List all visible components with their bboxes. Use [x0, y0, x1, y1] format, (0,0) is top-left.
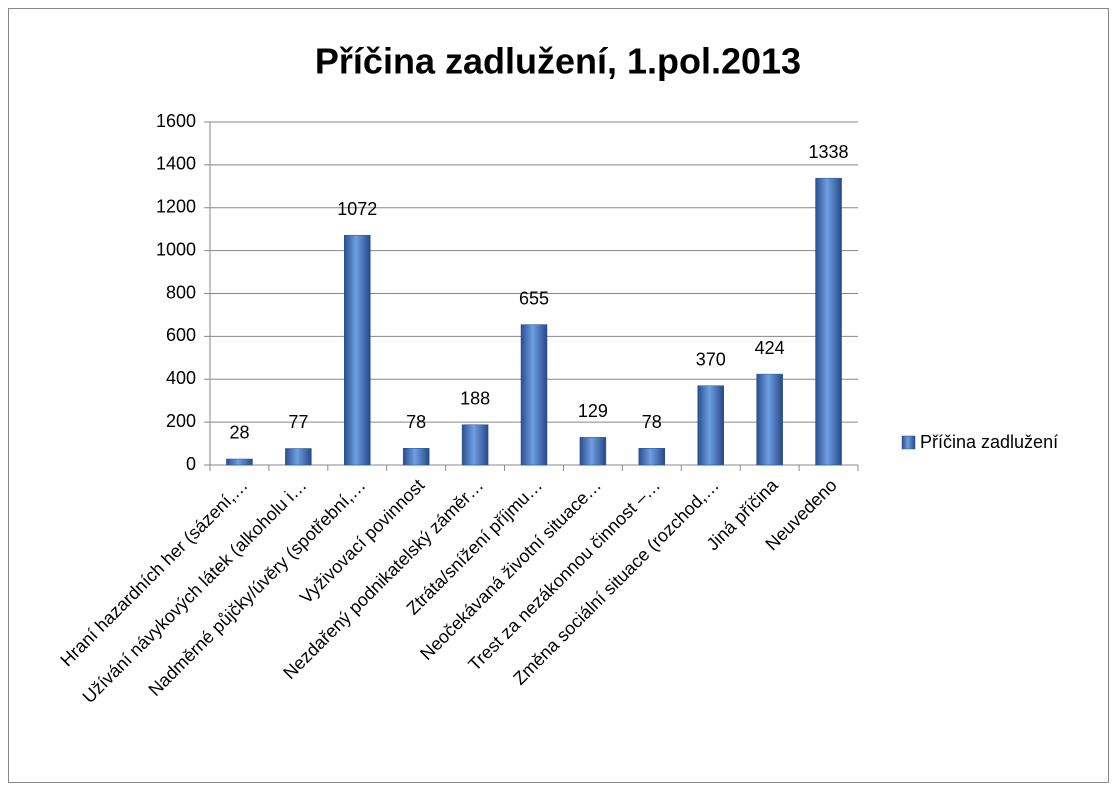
data-label: 77: [288, 412, 308, 432]
bar: [402, 448, 430, 466]
bar: [520, 324, 548, 466]
bar: [226, 458, 253, 466]
y-tick-label: 1600: [156, 111, 196, 131]
data-label: 1072: [337, 199, 377, 219]
data-label: 129: [578, 401, 608, 421]
legend-swatch: [901, 435, 916, 450]
data-label: 655: [519, 288, 549, 308]
y-tick-label: 400: [166, 368, 196, 388]
y-tick-label: 600: [166, 325, 196, 345]
chart-title: Příčina zadlužení, 1.pol.2013: [315, 41, 801, 82]
data-label: 188: [460, 388, 490, 408]
data-label: 28: [229, 423, 249, 443]
y-tick-label: 200: [166, 411, 196, 431]
bar: [638, 448, 666, 466]
bar: [756, 373, 783, 466]
y-tick-label: 1200: [156, 197, 196, 217]
legend-label: Příčina zadlužení: [920, 432, 1058, 452]
data-label: 78: [406, 412, 426, 432]
chart-border: [8, 8, 1109, 783]
bar: [285, 448, 312, 466]
bar: [697, 385, 724, 466]
data-label: 78: [642, 412, 662, 432]
y-tick-label: 0: [186, 454, 196, 474]
data-label: 1338: [809, 142, 849, 162]
y-tick-label: 1000: [156, 239, 196, 259]
bar: [579, 437, 607, 466]
bar: [344, 234, 371, 466]
y-tick-label: 1400: [156, 154, 196, 174]
bar: [461, 424, 489, 466]
data-label: 370: [696, 349, 726, 369]
bar: [815, 177, 842, 466]
y-tick-label: 800: [166, 282, 196, 302]
data-label: 424: [755, 338, 785, 358]
